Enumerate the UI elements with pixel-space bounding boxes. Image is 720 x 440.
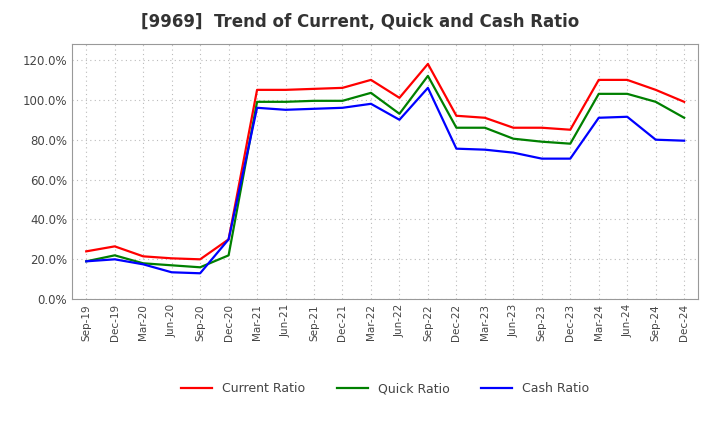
Cash Ratio <box>196 271 204 276</box>
Quick Ratio <box>167 263 176 268</box>
Current Ratio <box>282 87 290 92</box>
Cash Ratio <box>139 262 148 267</box>
Current Ratio <box>110 244 119 249</box>
Cash Ratio <box>509 150 518 155</box>
Quick Ratio <box>225 253 233 258</box>
Legend: Current Ratio, Quick Ratio, Cash Ratio: Current Ratio, Quick Ratio, Cash Ratio <box>176 377 594 400</box>
Quick Ratio <box>196 265 204 270</box>
Cash Ratio <box>537 156 546 161</box>
Cash Ratio <box>623 114 631 119</box>
Cash Ratio <box>253 105 261 110</box>
Quick Ratio <box>338 98 347 103</box>
Cash Ratio <box>423 85 432 91</box>
Quick Ratio <box>282 99 290 104</box>
Quick Ratio <box>366 90 375 95</box>
Quick Ratio <box>82 259 91 264</box>
Current Ratio <box>480 115 489 121</box>
Current Ratio <box>680 99 688 104</box>
Line: Cash Ratio: Cash Ratio <box>86 88 684 273</box>
Quick Ratio <box>680 115 688 121</box>
Quick Ratio <box>452 125 461 130</box>
Cash Ratio <box>595 115 603 121</box>
Quick Ratio <box>537 139 546 144</box>
Line: Quick Ratio: Quick Ratio <box>86 76 684 268</box>
Current Ratio <box>395 95 404 100</box>
Cash Ratio <box>167 270 176 275</box>
Cash Ratio <box>652 137 660 142</box>
Current Ratio <box>537 125 546 130</box>
Current Ratio <box>623 77 631 83</box>
Cash Ratio <box>282 107 290 113</box>
Cash Ratio <box>452 146 461 151</box>
Quick Ratio <box>595 91 603 96</box>
Text: [9969]  Trend of Current, Quick and Cash Ratio: [9969] Trend of Current, Quick and Cash … <box>141 13 579 31</box>
Quick Ratio <box>480 125 489 130</box>
Quick Ratio <box>395 111 404 117</box>
Quick Ratio <box>566 141 575 147</box>
Cash Ratio <box>366 101 375 106</box>
Cash Ratio <box>82 259 91 264</box>
Current Ratio <box>82 249 91 254</box>
Current Ratio <box>139 254 148 259</box>
Quick Ratio <box>110 253 119 258</box>
Current Ratio <box>423 61 432 66</box>
Current Ratio <box>366 77 375 83</box>
Quick Ratio <box>139 260 148 266</box>
Current Ratio <box>652 87 660 92</box>
Cash Ratio <box>225 237 233 242</box>
Current Ratio <box>196 257 204 262</box>
Cash Ratio <box>110 257 119 262</box>
Quick Ratio <box>310 98 318 103</box>
Current Ratio <box>338 85 347 91</box>
Quick Ratio <box>623 91 631 96</box>
Current Ratio <box>566 127 575 132</box>
Line: Current Ratio: Current Ratio <box>86 64 684 259</box>
Quick Ratio <box>253 99 261 104</box>
Current Ratio <box>225 237 233 242</box>
Current Ratio <box>452 113 461 118</box>
Quick Ratio <box>423 73 432 78</box>
Cash Ratio <box>395 117 404 122</box>
Cash Ratio <box>680 138 688 143</box>
Current Ratio <box>167 256 176 261</box>
Cash Ratio <box>338 105 347 110</box>
Quick Ratio <box>652 99 660 104</box>
Cash Ratio <box>310 106 318 111</box>
Current Ratio <box>595 77 603 83</box>
Current Ratio <box>509 125 518 130</box>
Current Ratio <box>253 87 261 92</box>
Cash Ratio <box>566 156 575 161</box>
Cash Ratio <box>480 147 489 152</box>
Quick Ratio <box>509 136 518 141</box>
Current Ratio <box>310 86 318 92</box>
